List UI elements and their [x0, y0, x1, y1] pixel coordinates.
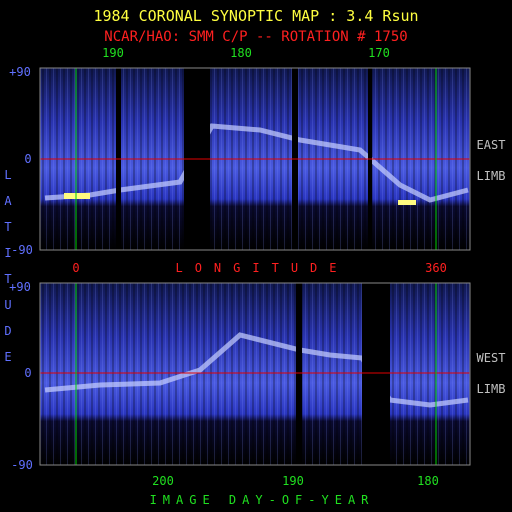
limb-label: LIMB	[476, 382, 506, 396]
subtitle: NCAR/HAO: SMM C/P -- ROTATION # 1750	[104, 29, 408, 45]
lat-label: 0	[24, 152, 32, 166]
title: 1984 CORONAL SYNOPTIC MAP : 3.4 Rsun	[93, 7, 419, 25]
longitude-tick-label: 0	[72, 261, 80, 275]
lat-label: 0	[24, 366, 32, 380]
top-tick-label: 170	[368, 46, 390, 60]
panel-bottom	[39, 282, 471, 466]
bottom-tick-label: 180	[417, 474, 439, 488]
bottom-title: IMAGE DAY-OF-YEAR	[149, 493, 375, 507]
top-tick-label: 180	[230, 46, 252, 60]
limb-label: LIMB	[476, 169, 506, 183]
longitude-title: LONGITUDE	[175, 261, 349, 275]
lat-label: -90	[11, 243, 33, 257]
top-tick-label: 190	[102, 46, 124, 60]
lat-label: +90	[9, 280, 31, 294]
longitude-tick-label: 360	[425, 261, 447, 275]
panel-top	[39, 67, 471, 251]
bottom-tick-label: 200	[152, 474, 174, 488]
bottom-tick-label: 190	[282, 474, 304, 488]
limb-label: WEST	[476, 351, 506, 365]
limb-label: EAST	[476, 138, 506, 152]
latitude-title: LATITUDE	[1, 168, 15, 376]
lat-label: -90	[11, 458, 33, 472]
lat-label: +90	[9, 65, 31, 79]
